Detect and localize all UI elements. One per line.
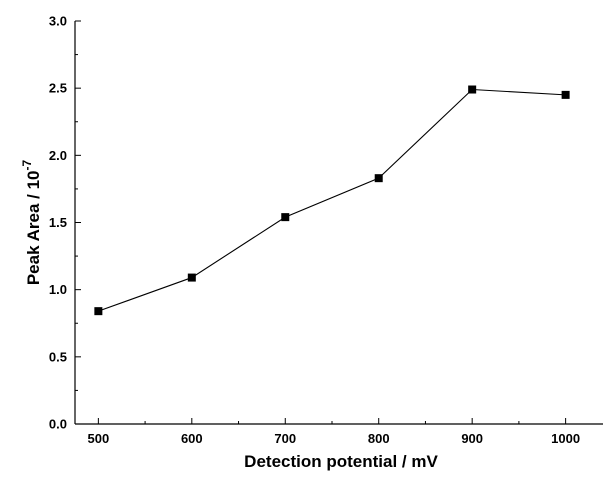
y-tick-label: 0.0 bbox=[49, 417, 67, 432]
y-tick-label: 1.5 bbox=[49, 215, 67, 230]
x-tick-label: 900 bbox=[461, 431, 483, 446]
y-axis-title: Peak Area / 10-7 bbox=[20, 159, 43, 285]
data-point-marker bbox=[468, 85, 477, 94]
series bbox=[94, 85, 570, 316]
y-tick-label: 2.0 bbox=[49, 148, 67, 163]
x-tick-label: 500 bbox=[88, 431, 110, 446]
series-line bbox=[98, 88, 566, 312]
x-tick-label: 600 bbox=[181, 431, 203, 446]
y-tick-label: 2.5 bbox=[49, 81, 67, 96]
x-tick-label: 800 bbox=[368, 431, 390, 446]
y-tick-label: 3.0 bbox=[49, 14, 67, 29]
x-axis: 500 600 700 800 900 1000 bbox=[88, 418, 580, 446]
data-point-marker bbox=[281, 213, 290, 222]
data-point-marker bbox=[187, 273, 196, 282]
data-point-marker bbox=[94, 307, 103, 316]
plot-frame bbox=[74, 21, 603, 425]
y-axis-title-exponent: -7 bbox=[20, 159, 34, 170]
x-tick-label: 1000 bbox=[551, 431, 580, 446]
x-axis-title: Detection potential / mV bbox=[244, 452, 438, 471]
x-tick-label: 700 bbox=[274, 431, 296, 446]
data-point-marker bbox=[374, 174, 383, 183]
y-tick-label: 0.5 bbox=[49, 349, 67, 364]
y-tick-label: 1.0 bbox=[49, 282, 67, 297]
y-axis-title-text: Peak Area / 10 bbox=[24, 170, 43, 285]
y-axis: 0.0 0.5 1.0 1.5 2.0 2.5 3.0 bbox=[49, 14, 81, 432]
data-point-marker bbox=[561, 90, 570, 99]
